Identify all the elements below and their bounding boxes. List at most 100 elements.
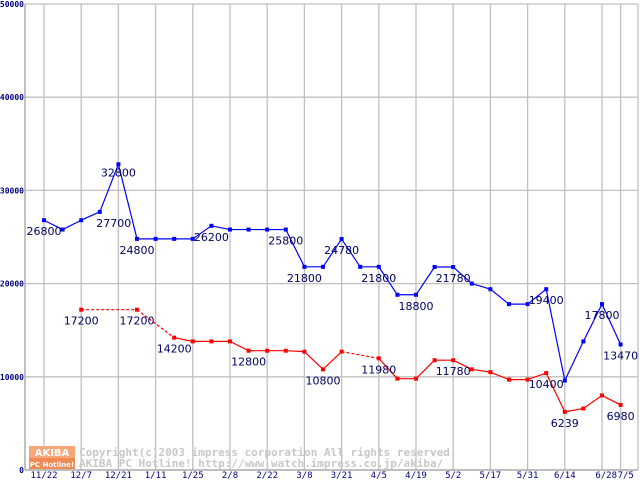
data-point: [339, 237, 344, 242]
data-point: [153, 236, 158, 241]
plot-area: 26800 27700 32800 24800 26200 25800 21800 24780…: [27, 162, 638, 430]
data-point: [116, 162, 121, 167]
data-point: [358, 264, 363, 269]
data-point: [469, 367, 474, 372]
data-point: [562, 378, 567, 383]
data-point: [172, 236, 177, 241]
series-segment: [99, 164, 119, 213]
series-segment: [582, 303, 603, 342]
data-point: [79, 218, 84, 223]
data-point: [600, 393, 604, 398]
logo-top-box: [29, 446, 75, 458]
series-segment: [415, 359, 436, 380]
data-point: [432, 358, 437, 363]
data-point: [60, 227, 65, 232]
series-segment: [80, 211, 101, 221]
data-point: [302, 264, 307, 269]
series-segment: [545, 372, 566, 413]
series-lower: 17200 17200 14200 12800 10800 11980 11780 10400…: [64, 307, 635, 430]
x-tick-label: 2/8: [222, 471, 238, 480]
data-label: 14200: [157, 343, 192, 356]
series-segment: [378, 357, 398, 380]
data-label: 17800: [585, 309, 620, 322]
data-point: [135, 236, 139, 241]
series-segment: [117, 164, 138, 240]
data-point: [265, 348, 270, 353]
logo-bottom-box: [29, 458, 75, 469]
series-segment: [229, 340, 249, 352]
series-gap-segment: [341, 351, 379, 359]
data-point: [209, 339, 214, 344]
data-point: [618, 342, 623, 347]
series-segment: [415, 266, 436, 296]
data-point: [265, 227, 270, 232]
x-tick-label: 5/2: [445, 471, 461, 480]
series-upper: 26800 27700 32800 24800 26200 25800 21800 24780…: [27, 162, 638, 383]
series-segment: [303, 351, 324, 370]
data-label: 25800: [268, 235, 303, 248]
data-point: [469, 281, 474, 286]
data-point: [190, 339, 195, 344]
copyright-text: Copyright(c)2003 impress corporation All…: [79, 446, 457, 459]
data-point: [321, 367, 325, 372]
data-label: 18800: [399, 300, 434, 313]
data-label: 12800: [231, 356, 266, 369]
y-tick-label: 0: [19, 466, 24, 475]
x-tick-label: 12/21: [105, 471, 132, 480]
data-label: 17200: [120, 315, 155, 328]
data-point: [97, 209, 102, 214]
data-point: [414, 292, 418, 297]
data-point: [283, 227, 288, 232]
data-point: [600, 302, 604, 307]
data-point: [339, 349, 344, 354]
logo-pc-hotline: PC Hotline!: [30, 461, 74, 469]
series-segment: [62, 219, 82, 231]
grid: [25, 3, 639, 471]
data-point: [79, 307, 84, 312]
site-url-text: AKIBA PC Hotline! http://www.watch.impre…: [79, 457, 444, 470]
data-point: [581, 406, 586, 411]
data-point: [544, 287, 549, 292]
data-point: [432, 265, 437, 270]
x-tick-label: 5/31: [517, 471, 539, 480]
watermark: AKIBA PC Hotline! Copyright(c)2003 impre…: [29, 446, 457, 470]
data-point: [172, 335, 177, 340]
series-segment: [545, 289, 566, 381]
series-segment: [490, 288, 510, 305]
data-label: 6239: [551, 417, 579, 430]
x-tick-label: 6/14: [554, 471, 576, 480]
data-point: [321, 264, 325, 269]
series-segment: [452, 359, 473, 370]
data-point: [451, 265, 456, 270]
data-label: 13470: [603, 349, 638, 362]
series-segment: [322, 238, 343, 268]
logo-akiba: AKIBA: [35, 448, 70, 459]
data-point: [507, 302, 511, 307]
data-point: [618, 402, 623, 407]
series-gap-segment: [136, 309, 175, 339]
data-point: [562, 409, 567, 414]
data-label: 6980: [607, 410, 635, 423]
data-point: [488, 287, 493, 292]
series-segment: [43, 219, 63, 231]
series-segment: [490, 371, 510, 381]
series-segment: [174, 337, 193, 342]
data-label: 27700: [96, 217, 131, 230]
series-segment: [322, 351, 343, 370]
data-point: [525, 302, 530, 307]
data-point: [376, 356, 381, 361]
series-segment: [192, 225, 212, 240]
data-point: [190, 236, 195, 241]
data-point: [246, 348, 251, 353]
x-tick-label: 3/8: [296, 471, 312, 480]
data-label: 21800: [361, 272, 396, 285]
series-segment: [341, 238, 361, 268]
series-segment: [527, 372, 547, 381]
data-point: [451, 358, 456, 363]
x-tick-label: 2/22: [256, 471, 278, 480]
series-segment: [285, 350, 305, 353]
data-point: [228, 339, 232, 344]
x-tick-label: 1/11: [145, 471, 167, 480]
x-tick-label: 3/21: [331, 471, 353, 480]
